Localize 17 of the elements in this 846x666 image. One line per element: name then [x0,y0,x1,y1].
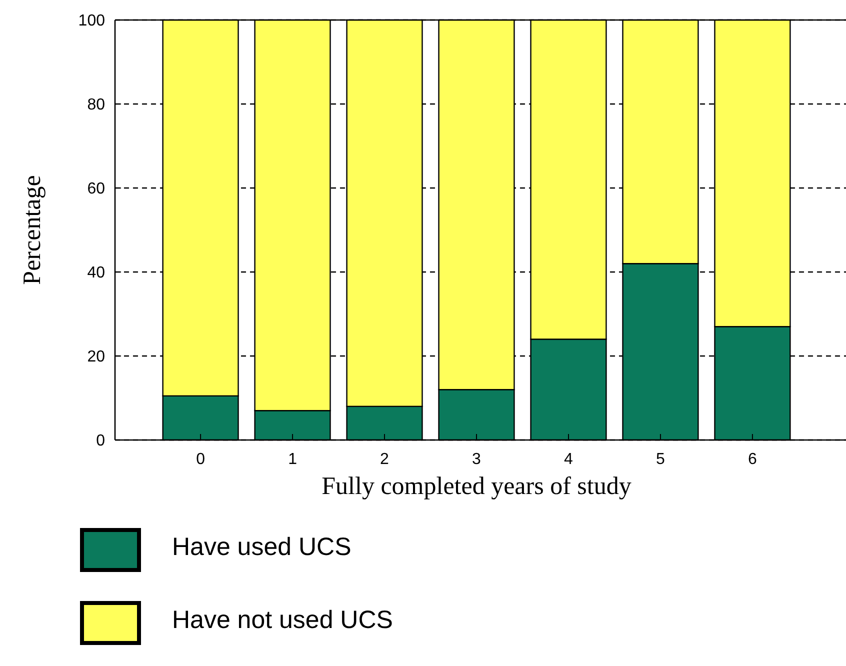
legend-label: Have not used UCS [172,606,393,634]
x-tick-label: 2 [380,451,390,468]
y-tick-label: 60 [87,180,106,198]
y-axis-title: Percentage [19,175,46,285]
y-tick-label: 20 [87,348,106,366]
x-axis-title: Fully completed years of study [322,473,632,500]
x-tick-label: 1 [288,451,298,468]
y-tick-label: 0 [96,432,106,450]
legend-label: Have used UCS [172,532,352,561]
x-tick-label: 3 [472,451,482,468]
x-tick-label: 4 [564,451,574,468]
x-tick-label: 6 [748,451,757,468]
y-tick-label: 100 [78,12,106,30]
x-tick-label: 0 [196,451,206,468]
x-tick-label: 5 [656,451,666,468]
y-tick-label: 80 [87,96,106,114]
y-tick-label: 40 [87,264,106,282]
